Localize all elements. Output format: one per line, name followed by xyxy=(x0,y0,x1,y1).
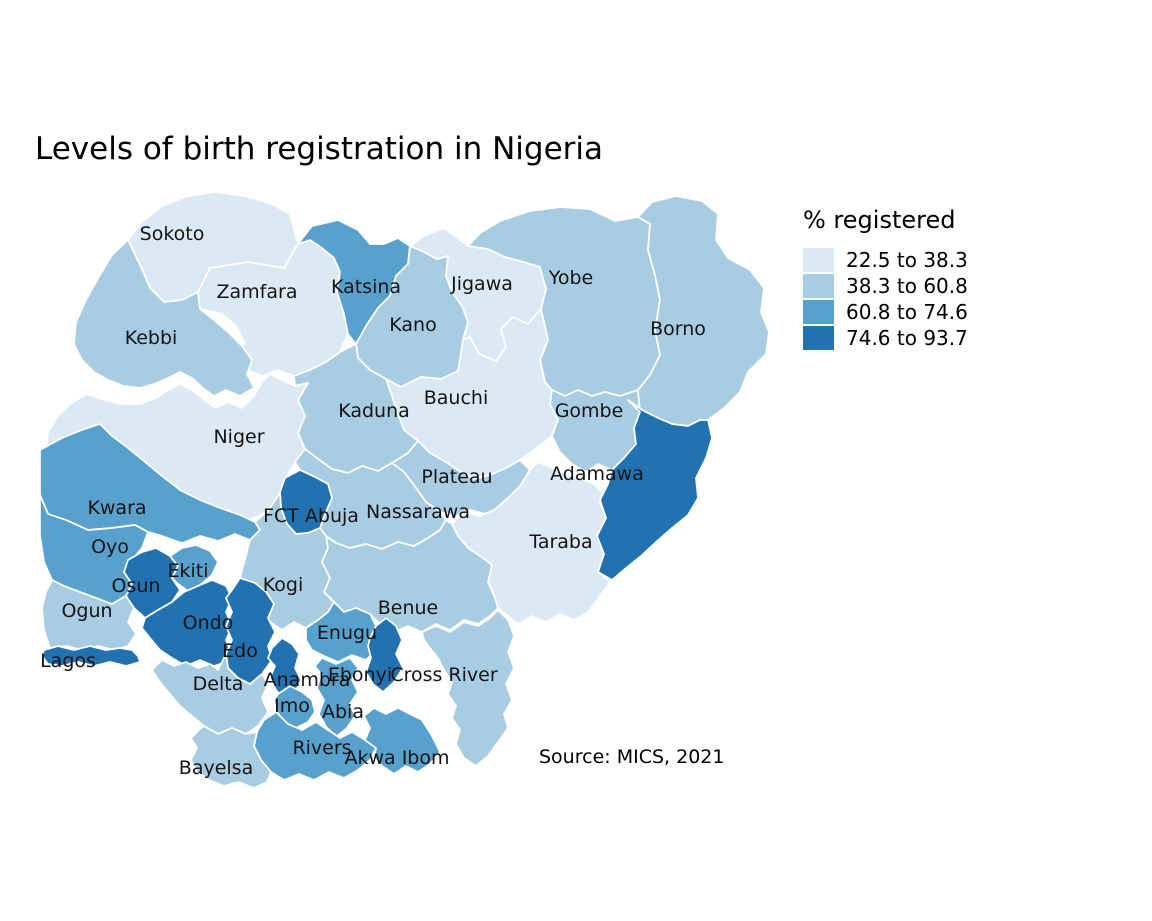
state-label-cross-river: Cross River xyxy=(390,664,498,686)
state-label-katsina: Katsina xyxy=(331,276,401,298)
state-akwa-ibom xyxy=(363,707,441,775)
legend-item: 22.5 to 38.3 xyxy=(803,247,968,273)
legend-label-bin-3: 74.6 to 93.7 xyxy=(846,326,968,350)
legend: % registered 22.5 to 38.3 38.3 to 60.8 6… xyxy=(803,206,968,351)
state-label-taraba: Taraba xyxy=(528,531,592,553)
legend-swatch-bin-0 xyxy=(803,248,834,272)
legend-label-bin-2: 60.8 to 74.6 xyxy=(846,300,968,324)
state-cross-river xyxy=(421,609,515,767)
legend-label-bin-0: 22.5 to 38.3 xyxy=(846,248,968,272)
state-label-jigawa: Jigawa xyxy=(450,273,513,295)
state-label-ebonyi: Ebonyi xyxy=(328,664,392,686)
state-label-kogi: Kogi xyxy=(263,574,303,596)
source-note: Source: MICS, 2021 xyxy=(539,746,725,768)
legend-title: % registered xyxy=(803,206,956,234)
state-ondo xyxy=(141,579,233,667)
state-label-adamawa: Adamawa xyxy=(550,463,644,485)
legend-item: 60.8 to 74.6 xyxy=(803,299,968,325)
state-label-zamfara: Zamfara xyxy=(217,281,298,303)
state-label-fct-abuja: FCT Abuja xyxy=(263,505,359,527)
state-label-kebbi: Kebbi xyxy=(125,327,178,349)
state-label-gombe: Gombe xyxy=(555,400,624,422)
legend-swatch-bin-3 xyxy=(803,326,834,350)
state-label-delta: Delta xyxy=(193,673,244,695)
state-label-oyo: Oyo xyxy=(91,536,129,558)
state-label-borno: Borno xyxy=(650,318,706,340)
state-label-bauchi: Bauchi xyxy=(424,387,489,409)
state-imo xyxy=(273,685,316,729)
state-label-ogun: Ogun xyxy=(61,600,112,622)
state-label-plateau: Plateau xyxy=(421,466,492,488)
state-bayelsa xyxy=(190,725,272,789)
state-label-kwara: Kwara xyxy=(87,497,146,519)
state-label-niger: Niger xyxy=(213,426,264,448)
legend-label-bin-1: 38.3 to 60.8 xyxy=(846,274,968,298)
legend-swatch-bin-2 xyxy=(803,300,834,324)
state-lagos xyxy=(41,645,141,667)
state-abia xyxy=(314,657,359,737)
state-label-kano: Kano xyxy=(389,314,436,336)
legend-item: 74.6 to 93.7 xyxy=(803,325,968,351)
state-label-lagos: Lagos xyxy=(40,650,96,672)
legend-swatch-bin-1 xyxy=(803,274,834,298)
state-label-akwa-ibom: Akwa Ibom xyxy=(344,747,449,769)
state-label-ekiti: Ekiti xyxy=(167,560,208,582)
state-label-anambra: Anambra xyxy=(264,669,351,691)
state-label-bayelsa: Bayelsa xyxy=(179,757,253,779)
state-ogun xyxy=(41,579,137,651)
state-ebonyi xyxy=(365,617,404,693)
state-ekiti xyxy=(169,544,219,592)
state-adamawa xyxy=(596,399,713,581)
state-label-abia: Abia xyxy=(322,701,364,723)
state-label-edo: Edo xyxy=(222,640,258,662)
state-label-nassarawa: Nassarawa xyxy=(366,501,470,523)
state-label-rivers: Rivers xyxy=(292,737,351,759)
chart-title: Levels of birth registration in Nigeria xyxy=(35,131,603,167)
state-label-sokoto: Sokoto xyxy=(140,223,205,245)
state-label-osun: Osun xyxy=(112,575,161,597)
legend-item: 38.3 to 60.8 xyxy=(803,273,968,299)
state-label-yobe: Yobe xyxy=(548,267,593,289)
state-label-imo: Imo xyxy=(274,695,310,717)
state-label-enugu: Enugu xyxy=(317,622,377,644)
state-label-benue: Benue xyxy=(378,597,439,619)
state-label-kaduna: Kaduna xyxy=(338,400,410,422)
state-label-ondo: Ondo xyxy=(183,612,234,634)
